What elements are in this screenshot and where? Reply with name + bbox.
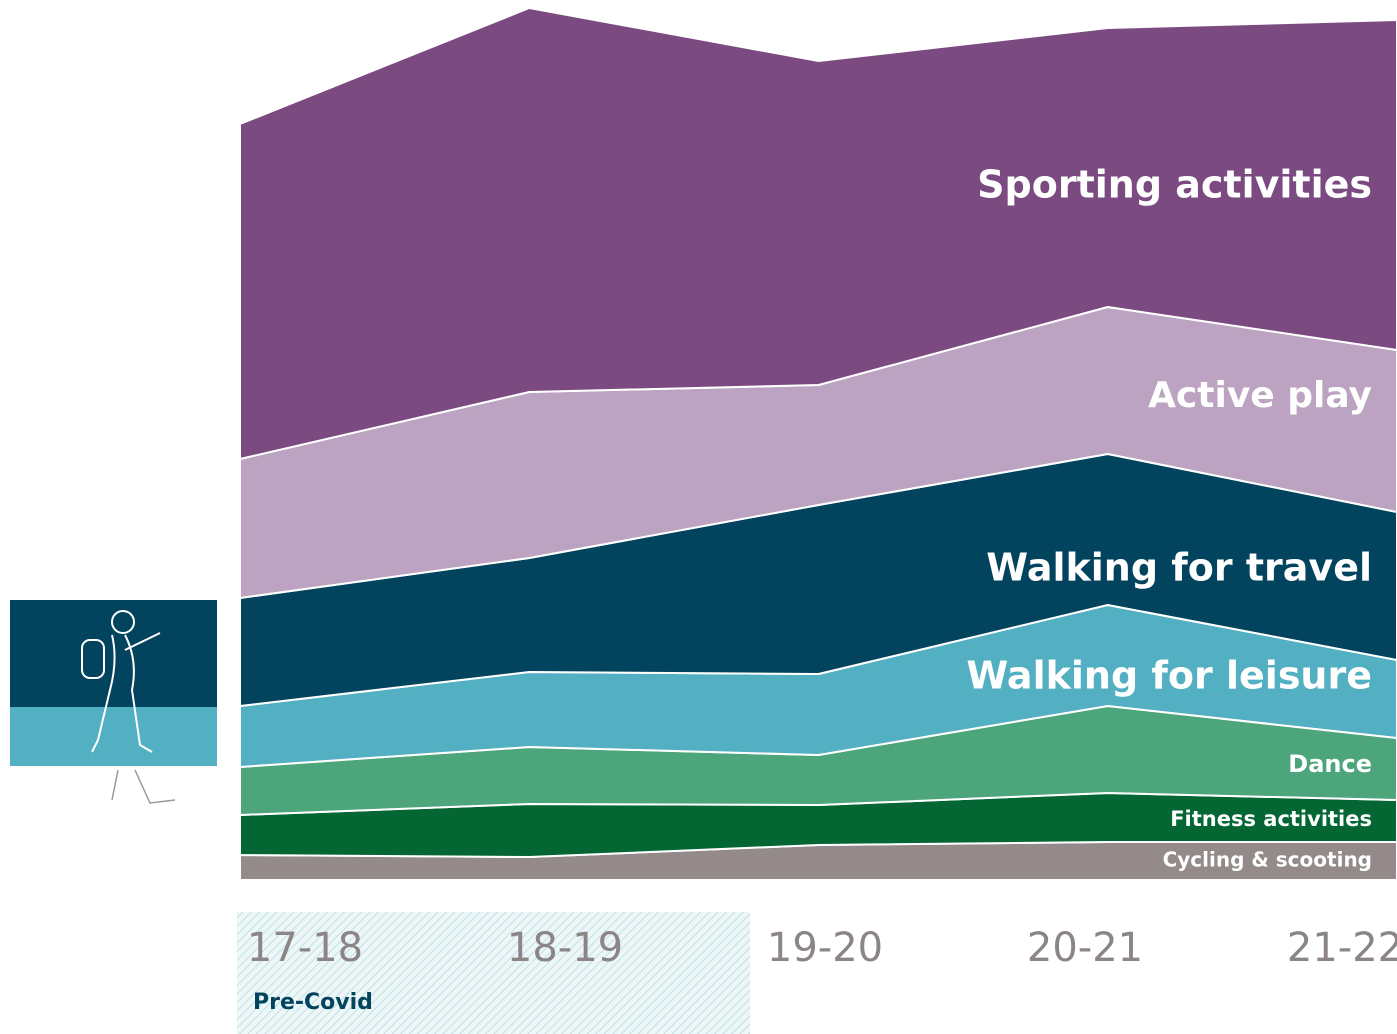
x-tick-label: 17-18: [247, 925, 363, 971]
x-tick-label: 21-22: [1287, 925, 1397, 971]
series-label: Walking for travel: [986, 546, 1372, 590]
series-label: Fitness activities: [1170, 807, 1372, 831]
series-label: Dance: [1288, 750, 1372, 778]
annotation: Pre-Covid: [253, 990, 373, 1015]
walker-icon: [10, 600, 217, 803]
page: {"chart_data": {"type": "stacked-area", …: [0, 0, 1397, 1034]
chart: Pre-Covid Cycling & scooting Fitness acti…: [0, 0, 1397, 1034]
series-label: Cycling & scooting: [1163, 848, 1372, 872]
x-tick-label: 18-19: [507, 925, 623, 971]
x-tick-label: 20-21: [1027, 925, 1143, 971]
series-label: Walking for leisure: [966, 654, 1372, 698]
series-label: Active play: [1148, 375, 1372, 416]
series-label: Sporting activities: [977, 163, 1372, 207]
x-tick-label: 19-20: [767, 925, 883, 971]
